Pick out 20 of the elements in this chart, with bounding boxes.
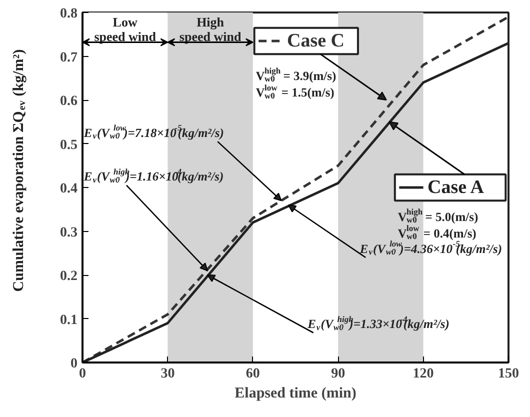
y-tick-label: 0.5 (60, 138, 78, 153)
band-label: Low speed wind (94, 14, 157, 44)
band-label: High speed wind (179, 14, 242, 44)
x-tick-label: 30 (160, 366, 175, 382)
y-tick-label: 0.4 (60, 182, 78, 196)
y-axis-title: Cumulative evaporation ΣQev (kg/m²) (11, 49, 28, 292)
y-tick-label: 0.3 (60, 225, 78, 240)
legend-label: Case A (428, 177, 484, 198)
x-axis-title: Elapsed time (min) (234, 386, 356, 402)
x-tick-label: 120 (412, 366, 434, 382)
y-tick-label: 0.1 (60, 312, 78, 328)
y-tick-label: 0.2 (60, 269, 78, 284)
legend-label: Case C (286, 30, 345, 52)
y-tick-label: 0.6 (60, 94, 78, 109)
x-tick-label: 60 (246, 366, 260, 382)
y-tick-label: 0.7 (60, 50, 78, 66)
x-tick-label: 150 (498, 366, 519, 382)
y-tick-label: 0.8 (60, 6, 78, 22)
x-tick-label: 90 (331, 366, 346, 382)
y-tick-label: 0 (70, 356, 78, 372)
